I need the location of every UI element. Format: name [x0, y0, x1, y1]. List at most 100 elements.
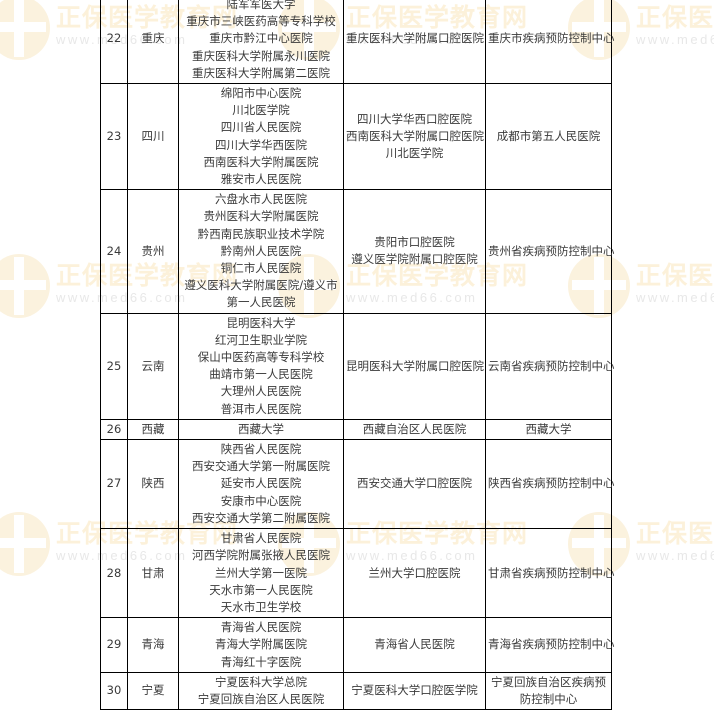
- province-cell: 贵州: [127, 189, 179, 314]
- cdc-base-cell: 甘肃省疾病预防控制中心: [485, 528, 615, 619]
- province-cell: 云南: [127, 312, 179, 420]
- table-cell-line: 西藏大学: [525, 421, 572, 436]
- table-cell-line: 遵义医科大学附属医院/遵义市第一人民医院: [184, 278, 338, 310]
- row-index-cell: 27: [100, 439, 128, 530]
- table-cell-line: 黔西南民族职业技术学院: [197, 226, 325, 241]
- table-cell-line: 甘肃省疾病预防控制中心: [488, 565, 615, 580]
- province-cell: 甘肃: [127, 528, 179, 619]
- table-cell-line: 陕西省疾病预防控制中心: [488, 476, 615, 491]
- province-cell: 陕西: [127, 439, 179, 530]
- table-cell-line: 四川大学华西医院: [215, 137, 307, 152]
- cdc-base-cell: 青海省疾病预防控制中心: [485, 617, 615, 673]
- cdc-base-cell: 云南省疾病预防控制中心: [485, 312, 615, 420]
- table-cell-line: 绵阳市中心医院: [220, 86, 302, 101]
- table-cell-line: 青海省疾病预防控制中心: [488, 637, 615, 652]
- table-cell-line: 青海省人民医院: [220, 620, 302, 635]
- table-cell-line: 青海大学附属医院: [215, 637, 307, 652]
- province-cell: 西藏: [127, 418, 179, 441]
- table-cell-line: 西南医科大学附属口腔医院: [346, 129, 484, 144]
- cdc-base-cell: 贵州省疾病预防控制中心: [485, 189, 615, 314]
- training-base-cell: 西藏大学: [178, 418, 344, 441]
- province-cell: 四川: [127, 83, 179, 191]
- table-cell-line: 大理州人民医院: [220, 384, 302, 399]
- row-index-cell: 29: [100, 617, 128, 673]
- table-cell-line: 天水市第一人民医院: [209, 582, 313, 597]
- table-cell-line: 雅安市人民医院: [220, 172, 302, 187]
- table-cell-line: 西藏大学: [238, 421, 284, 436]
- table-cell-line: 西安交通大学第一附属医院: [192, 459, 330, 474]
- oral-base-cell: 四川大学华西口腔医院 西南医科大学附属口腔医院 川北医学院: [343, 83, 486, 191]
- training-base-cell: 陕西省人民医院 西安交通大学第一附属医院 延安市人民医院 安康市中心医院 西安交通大学第…: [178, 439, 344, 530]
- table-cell-line: 黔南州人民医院: [220, 243, 302, 258]
- table-cell-line: 四川省人民医院: [220, 120, 302, 135]
- table-cell-line: 陕西省人民医院: [220, 442, 302, 457]
- table-cell-line: 遵义医学院附属口腔医院: [351, 252, 478, 267]
- table-cell-line: 重庆医科大学附属口腔医院: [346, 31, 484, 46]
- table-cell-line: 普洱市人民医院: [220, 401, 302, 416]
- table-cell-line: 河西学院附属张掖人民医院: [192, 548, 330, 563]
- table-cell-line: 陆军军医大学: [226, 0, 296, 11]
- oral-base-cell: 青海省人民医院: [343, 617, 486, 673]
- province-cell: 青海: [127, 617, 179, 673]
- row-index-cell: 22: [100, 0, 128, 85]
- table-cell-line: 川北医学院: [232, 103, 290, 118]
- table-cell-line: 西藏自治区人民医院: [362, 421, 467, 436]
- table-cell-line: 昆明医科大学: [226, 315, 296, 330]
- table-cell-line: 成都市第五人民医院: [496, 129, 601, 144]
- table-row: 29 青海 青海省人民医院 青海大学附属医院 青海红十字医院 青海省人民医院 青海省疾病预防…: [100, 617, 615, 673]
- row-index-cell: 23: [100, 83, 128, 191]
- table-cell-line: 天水市卫生学校: [220, 599, 302, 614]
- cdc-base-cell: 重庆市疾病预防控制中心: [485, 0, 615, 85]
- oral-base-cell: 西藏自治区人民医院: [343, 418, 486, 441]
- table-body: 22 重庆 陆军军医大学 重庆市三峡医药高等专科学校 重庆市黔江中心医院 重庆医科大学附属…: [100, 0, 615, 710]
- cdc-base-cell: 陕西省疾病预防控制中心: [485, 439, 615, 530]
- table-cell-line: 宁夏回族自治区人民医院: [197, 691, 325, 706]
- table-cell-line: 重庆医科大学附属第二医院: [192, 65, 330, 80]
- table-cell-line: 宁夏医科大学总院: [215, 674, 307, 689]
- training-base-cell: 甘肃省人民医院 河西学院附属张掖人民医院 兰州大学第一医院 天水市第一人民医院 天水市卫…: [178, 528, 344, 619]
- row-index-cell: 25: [100, 312, 128, 420]
- row-index-cell: 26: [100, 418, 128, 441]
- table-layer: 22 重庆 陆军军医大学 重庆市三峡医药高等专科学校 重庆市黔江中心医院 重庆医科大学附属…: [100, 0, 615, 710]
- table-cell-line: 延安市人民医院: [220, 476, 302, 491]
- table-cell-line: 西南医科大学附属医院: [203, 154, 319, 169]
- table-cell-line: 青海省人民医院: [374, 637, 455, 652]
- training-base-cell: 六盘水市人民医院 贵州医科大学附属医院 黔西南民族职业技术学院 黔南州人民医院 铜仁市人…: [178, 189, 344, 314]
- row-index-cell: 28: [100, 528, 128, 619]
- oral-base-cell: 兰州大学口腔医院: [343, 528, 486, 619]
- table-cell-line: 西安交通大学口腔医院: [357, 476, 472, 491]
- training-base-cell: 昆明医科大学 红河卫生职业学院保山中医药高等专科学校 曲靖市第一人民医院 大理州人民医…: [178, 312, 344, 420]
- oral-base-cell: 贵阳市口腔医院遵义医学院附属口腔医院: [343, 189, 486, 314]
- table-cell-line: 川北医学院: [385, 146, 444, 161]
- table-cell-line: 重庆市黔江中心医院: [209, 31, 313, 46]
- cdc-base-cell: 西藏大学: [485, 418, 612, 441]
- table-row: 26 西藏 西藏大学 西藏自治区人民医院 西藏大学: [100, 418, 612, 441]
- table-cell-line: 重庆市三峡医药高等专科学校: [186, 14, 336, 29]
- oral-base-cell: 昆明医科大学附属口腔医院: [343, 312, 486, 420]
- table-cell-line: 曲靖市第一人民医院: [209, 367, 313, 382]
- province-cell: 重庆: [127, 0, 179, 85]
- row-index-cell: 24: [100, 189, 128, 314]
- table-cell-line: 安康市中心医院: [220, 493, 302, 508]
- table-row: 25 云南 昆明医科大学 红河卫生职业学院 保山中医药高等专科学校 曲靖市第一人民医院 大理…: [100, 312, 615, 420]
- table-cell-line: 昆明医科大学附属口腔医院: [346, 358, 484, 373]
- table-cell-line: 保山中医药高等专科学校: [197, 350, 325, 365]
- oral-base-cell: 西安交通大学口腔医院: [343, 439, 486, 530]
- table-row: 23 四川 绵阳市中心医院 川北医学院 四川省人民医院 四川大学华西医院 西南医科大学附属医…: [100, 83, 612, 191]
- table-cell-line: 铜仁市人民医院: [220, 261, 302, 276]
- training-base-table: 22 重庆 陆军军医大学 重庆市三峡医药高等专科学校 重庆市黔江中心医院 重庆医科大学附属…: [100, 0, 615, 710]
- training-base-cell: 陆军军医大学重庆市三峡医药高等专科学校 重庆市黔江中心医院重庆医科大学附属永川医院…: [178, 0, 344, 85]
- table-cell-line: 重庆医科大学附属永川医院: [192, 48, 330, 63]
- cdc-base-cell: 成都市第五人民医院: [485, 83, 612, 191]
- training-base-cell: 青海省人民医院 青海大学附属医院 青海红十字医院: [178, 617, 344, 673]
- table-cell-line: 贵阳市口腔医院: [374, 235, 455, 250]
- table-cell-line: 四川大学华西口腔医院: [357, 111, 472, 126]
- oral-base-cell: 重庆医科大学附属口腔医院: [343, 0, 486, 85]
- table-cell-line: 重庆市疾病预防控制中心: [488, 31, 615, 46]
- table-cell-line: 贵州医科大学附属医院: [203, 209, 319, 224]
- table-cell-line: 云南省疾病预防控制中心: [488, 358, 615, 373]
- table-row: 24 贵州 六盘水市人民医院 贵州医科大学附属医院 黔西南民族职业技术学院 黔南州人民医院…: [100, 189, 615, 314]
- table-cell-line: 红河卫生职业学院: [215, 332, 307, 347]
- table-cell-line: 甘肃省人民医院: [220, 531, 302, 546]
- table-row: 28 甘肃 甘肃省人民医院 河西学院附属张掖人民医院 兰州大学第一医院 天水市第一人民医院…: [100, 528, 615, 619]
